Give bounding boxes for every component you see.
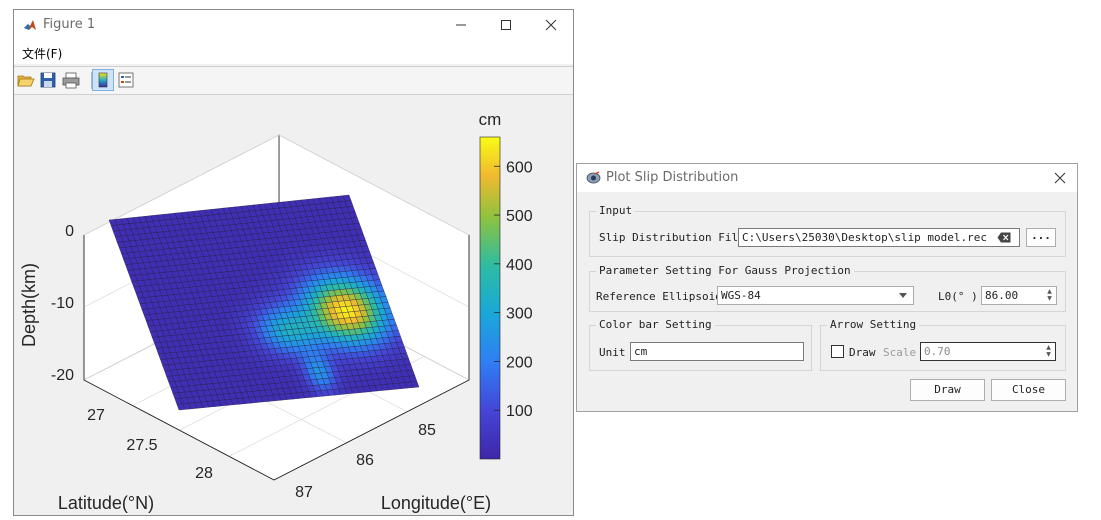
z-tick-label: 0 [65,223,74,240]
scale-value: 0.70 [924,345,951,358]
colorbar-setting-legend: Color bar Setting [596,318,715,332]
dialog-title-bar[interactable]: Plot Slip Distribution [577,164,1077,192]
y-tick-label: 27.5 [126,437,157,454]
draw-arrow-label[interactable]: Draw [849,346,876,359]
slip-file-value: C:\Users\25030\Desktop\slip model.rec [742,231,988,244]
save-icon[interactable] [38,70,58,90]
projection-group-legend: Parameter Setting For Gauss Projection [596,264,854,278]
scale-spinbox[interactable]: 0.70 ▲ ▼ [920,342,1056,361]
matlab-logo-icon [23,18,37,32]
colorbar-tick-label: 500 [506,208,533,225]
figure-title: Figure 1 [43,17,96,32]
minimize-button[interactable] [450,14,472,36]
arrow-setting-legend: Arrow Setting [827,318,920,332]
scale-label: Scale [883,346,917,359]
colorbar-gradient [479,136,501,460]
l0-label: L0(° ) [938,290,978,303]
ellipsoid-select[interactable]: WGS-84 [717,286,914,305]
figure-title-bar[interactable]: Figure 1 [14,10,573,40]
slip-surface [108,194,420,411]
colorbar-tick-label: 100 [506,403,533,420]
gridline [83,134,280,236]
x-tick-label: 87 [295,484,313,501]
input-group-legend: Input [596,204,636,218]
ellipsoid-value: WGS-84 [721,289,761,302]
plot-slip-dialog: Plot Slip Distribution Input Slip Distri… [576,163,1078,412]
gridline [278,134,470,236]
maximize-button[interactable] [495,14,517,36]
close-icon [1054,172,1066,184]
unit-value: cm [634,345,648,358]
legend-toggle-icon[interactable] [116,70,136,90]
arrow-setting-group: Arrow Setting Draw Scale 0.70 ▲ ▼ [820,318,1066,371]
l0-spinbox[interactable]: 86.00 ▲ ▼ [981,286,1057,305]
x-tick-label: 85 [418,422,436,439]
open-icon[interactable] [16,70,36,90]
dialog-close-button[interactable] [1049,167,1071,189]
colorbar-label: cm [479,110,502,129]
unit-input[interactable]: cm [630,342,804,361]
unit-label: Unit [599,346,626,359]
menu-bar: 文件(F) [14,40,573,64]
toolbar-separator [91,72,92,89]
figure-window: Figure 1 文件(F) [13,9,574,516]
close-icon [545,19,557,31]
draw-button[interactable]: Draw [910,379,985,401]
colorbar-setting-group: Color bar Setting Unit cm [589,318,812,371]
l0-value: 86.00 [985,289,1019,302]
clear-icon[interactable] [997,232,1011,243]
dialog-title: Plot Slip Distribution [606,170,739,185]
slip-file-input[interactable]: C:\Users\25030\Desktop\slip model.rec [738,228,1020,247]
maximize-icon [501,20,511,30]
colorbar-toggle-icon[interactable] [92,69,114,91]
colorbar[interactable]: cm 100 200 300 400 500 600 [479,110,533,460]
figure-toolbar [14,66,573,95]
slip-file-label: Slip Distribution File [599,231,745,244]
draw-arrow-checkbox[interactable] [831,345,844,358]
z-tick-label: -20 [51,367,74,384]
slip-surface-plot[interactable]: 0 -10 -20 27 27.5 28 85 86 87 Depth(km) … [14,95,573,515]
print-icon[interactable] [61,70,81,90]
x-axis-label: Longitude(°E) [381,493,491,513]
colorbar-tick-label: 300 [506,306,533,323]
y-axis-label: Latitude(°N) [58,493,154,513]
close-button[interactable]: Close [991,379,1066,401]
chevron-down-icon [899,293,907,298]
colorbar-tick-label: 600 [506,159,533,176]
ellipsoid-label: Reference Ellipsoid [596,290,722,303]
spin-arrows-icon[interactable]: ▲ ▼ [1046,344,1051,358]
colorbar-tick-label: 400 [506,257,533,274]
close-window-button[interactable] [540,14,562,36]
axes-front-edges [83,235,470,481]
spin-arrows-icon[interactable]: ▲ ▼ [1047,288,1052,302]
z-axis-label: Depth(km) [19,263,39,347]
menu-file[interactable]: 文件(F) [22,47,63,61]
minimize-icon [456,24,466,26]
app-icon [586,171,601,184]
x-tick-label: 86 [356,452,374,469]
plot-area[interactable]: 0 -10 -20 27 27.5 28 85 86 87 Depth(km) … [14,95,573,515]
surface-patch [410,381,420,388]
input-group: Input Slip Distribution File C:\Users\25… [589,204,1066,257]
colorbar-tick-label: 200 [506,354,533,371]
z-tick-label: -10 [51,295,74,312]
browse-button[interactable]: ... [1026,228,1056,247]
y-tick-label: 27 [87,407,105,424]
y-tick-label: 28 [195,465,213,482]
projection-group: Parameter Setting For Gauss Projection R… [589,264,1066,312]
